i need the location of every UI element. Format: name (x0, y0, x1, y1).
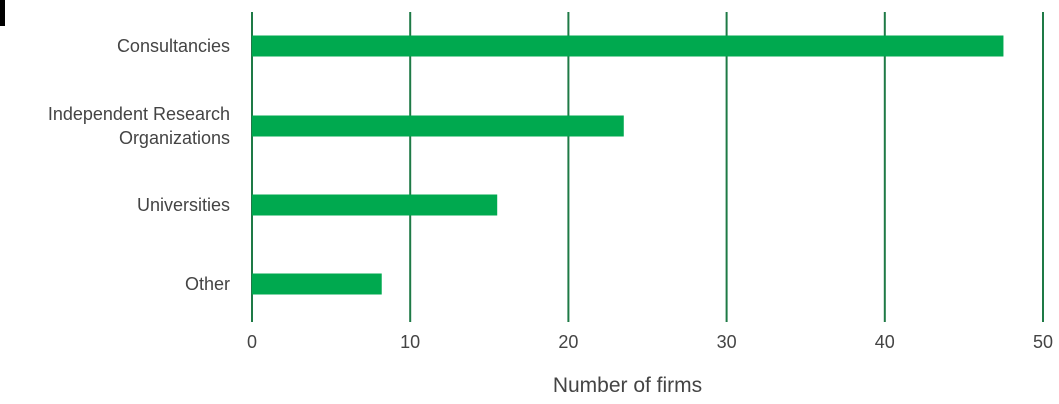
x-tick-label: 20 (558, 332, 578, 352)
bar (252, 194, 498, 216)
bar (252, 115, 624, 137)
tick-labels: 0 10 20 30 40 50 (247, 332, 1053, 352)
x-tick-label: 50 (1033, 332, 1053, 352)
category-label: Consultancies (117, 36, 230, 56)
x-tick-label: 30 (717, 332, 737, 352)
x-tick-label: 10 (400, 332, 420, 352)
category-labels: Consultancies Independent Research Organiz… (48, 36, 230, 294)
x-tick-label: 0 (247, 332, 257, 352)
x-tick-label: 40 (875, 332, 895, 352)
corner-mark (0, 0, 5, 26)
category-label: Independent Research Organizations (48, 104, 230, 148)
bar (252, 273, 382, 295)
bars (252, 35, 1004, 295)
bar (252, 35, 1004, 57)
gridlines (251, 12, 1044, 322)
category-label: Universities (137, 195, 230, 215)
category-label: Other (185, 274, 230, 294)
x-axis-title: Number of firms (553, 374, 702, 397)
